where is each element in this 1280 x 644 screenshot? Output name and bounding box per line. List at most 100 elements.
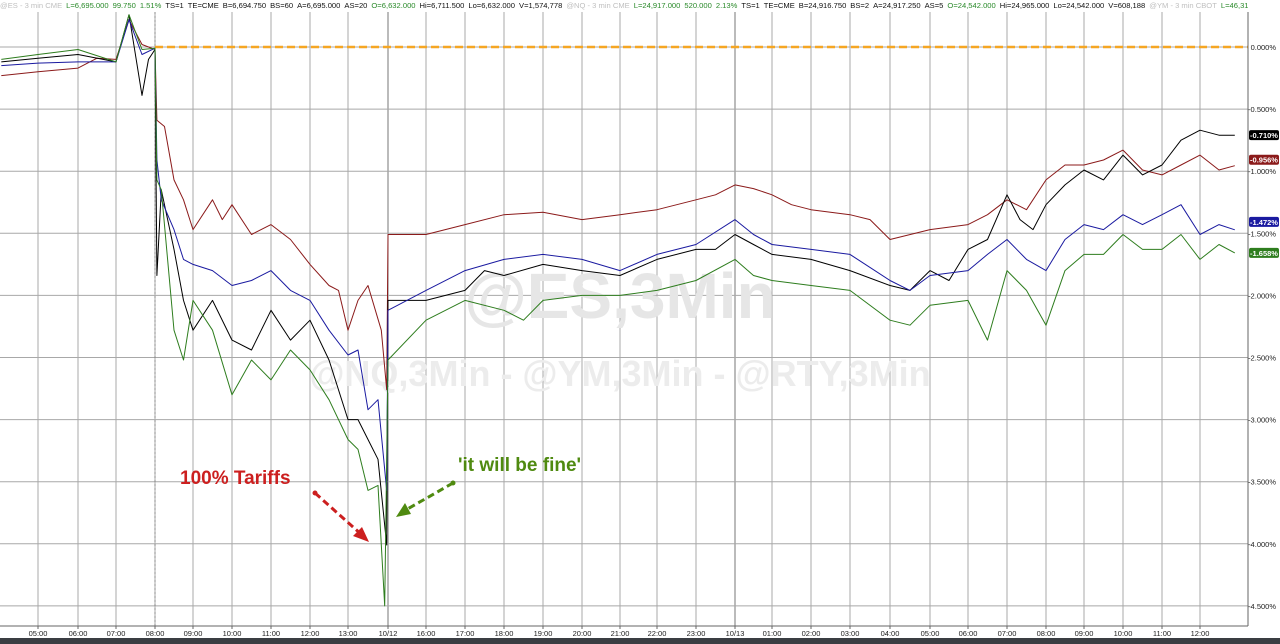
fine-arrow-dot <box>450 480 456 486</box>
x-tick-label: 23:00 <box>687 629 706 638</box>
last-value-badge <box>1249 216 1279 227</box>
header-field: 2.13% <box>715 1 738 10</box>
header-field: AS=20 <box>344 1 368 10</box>
y-tick-label: -0.500% <box>1248 105 1276 114</box>
tariffs-arrow <box>314 491 363 537</box>
x-tick-label: 09:00 <box>1075 629 1094 638</box>
header-field: TS=1 <box>741 1 760 10</box>
x-tick-label: 21:00 <box>611 629 630 638</box>
header-field: TE=CME <box>763 1 795 10</box>
annotation-tariffs: 100% Tariffs <box>180 468 291 489</box>
header-field: L=46,311.000 <box>1220 1 1248 10</box>
y-tick-label: -3.000% <box>1248 416 1276 425</box>
series-line-2 <box>1 19 1235 491</box>
x-axis: 05:00 06:00 07:00 08:00 09:00 10:00 11:00 12:00… <box>29 626 1210 638</box>
x-tick-label: 02:00 <box>802 629 821 638</box>
last-value-badges: -0.956% -0.710% -1.472% -1.658% <box>1249 130 1279 258</box>
x-tick-label: 10:00 <box>223 629 242 638</box>
header-field: @ES - 3 min CME <box>0 1 63 10</box>
series-line-1 <box>1 14 1235 546</box>
y-tick-label: 0.000% <box>1251 43 1277 52</box>
header-field: 520.000 <box>684 1 712 10</box>
y-axis: 0.000% -0.500% -1.000% -1.500% -2.000% -2.500… <box>1248 43 1276 611</box>
x-tick-label: 20:00 <box>573 629 592 638</box>
x-tick-label: 22:00 <box>648 629 667 638</box>
series-lines <box>1 14 1236 607</box>
y-tick-label: -4.000% <box>1248 540 1276 549</box>
last-value-label: -0.710% <box>1250 131 1278 140</box>
header-field: A=6,695.000 <box>297 1 341 10</box>
x-tick-label: 06:00 <box>69 629 88 638</box>
annotation-it-will-be-fine: 'it will be fine' <box>458 455 582 476</box>
header-field: 99.750 <box>112 1 136 10</box>
header-field: BS=2 <box>850 1 870 10</box>
header-field: BS=60 <box>270 1 294 10</box>
last-value-label: -1.472% <box>1250 218 1278 227</box>
x-tick-label: 05:00 <box>29 629 48 638</box>
x-tick-label: 11:00 <box>1153 629 1171 638</box>
fine-arrowhead <box>396 503 411 517</box>
x-tick-label: 01:00 <box>763 629 782 638</box>
last-value-label: -1.658% <box>1250 249 1278 258</box>
tariffs-arrow-dot <box>312 490 318 496</box>
annotation-arrows <box>312 480 456 542</box>
header-field: V=1,574,778 <box>519 1 563 10</box>
y-tick-label: -2.500% <box>1248 354 1276 363</box>
header-field: B=6,694.750 <box>222 1 267 10</box>
series-line-0 <box>1 19 1235 391</box>
y-tick-label: -3.500% <box>1248 478 1276 487</box>
fine-arrow <box>403 481 454 513</box>
x-tick-label: 12:00 <box>301 629 320 638</box>
last-value-badge <box>1249 154 1279 165</box>
x-tick-label: 03:00 <box>841 629 860 638</box>
header-field: O=6,632.000 <box>371 1 416 10</box>
x-tick-label: 19:00 <box>534 629 553 638</box>
x-tick-label: 11:00 <box>262 629 280 638</box>
header-field: B=24,916.750 <box>798 1 847 10</box>
tariffs-arrowhead <box>353 527 369 542</box>
y-tick-label: -1.000% <box>1248 167 1276 176</box>
x-tick-label: 10/12 <box>379 629 398 638</box>
x-tick-label: 05:00 <box>921 629 940 638</box>
bottom-scrollbar[interactable] <box>0 638 1280 644</box>
x-tick-label: 18:00 <box>495 629 514 638</box>
x-tick-label: 16:00 <box>417 629 436 638</box>
x-tick-label: 09:00 <box>184 629 203 638</box>
header-field: L=24,917.000 <box>633 1 681 10</box>
header-field: L=6,695.000 <box>66 1 109 10</box>
header-field: TS=1 <box>165 1 184 10</box>
x-tick-label: 12:00 <box>1191 629 1210 638</box>
y-tick-label: -1.500% <box>1248 229 1276 238</box>
header-field: Lo=6,632.000 <box>468 1 516 10</box>
y-tick-label: -2.000% <box>1248 291 1276 300</box>
x-tick-label: 07:00 <box>107 629 126 638</box>
last-value-badge <box>1249 130 1279 141</box>
x-tick-label: 13:00 <box>339 629 358 638</box>
watermark: @ES,3Min @NQ,3Min - @YM,3Min - @RTY,3Min <box>309 260 930 394</box>
y-tick-label: -4.500% <box>1248 602 1276 611</box>
x-tick-label: 10/13 <box>726 629 745 638</box>
last-value-badge <box>1249 247 1279 258</box>
watermark-line2: @NQ,3Min - @YM,3Min - @RTY,3Min <box>309 353 930 394</box>
header-field: AS=5 <box>924 1 944 10</box>
x-tick-label: 08:00 <box>1037 629 1056 638</box>
x-tick-label: 07:00 <box>998 629 1017 638</box>
header-field: TE=CME <box>187 1 219 10</box>
x-tick-label: 08:00 <box>146 629 165 638</box>
grid <box>0 12 1249 627</box>
header-field: @YM - 3 min CBOT <box>1149 1 1217 10</box>
header-field: Lo=24,542.000 <box>1053 1 1105 10</box>
x-tick-label: 06:00 <box>959 629 978 638</box>
header-field: V=608,188 <box>1108 1 1146 10</box>
x-tick-label: 10:00 <box>1114 629 1133 638</box>
header-field: Hi=24,965.000 <box>999 1 1050 10</box>
last-value-label: -0.956% <box>1250 156 1278 165</box>
x-tick-label: 17:00 <box>456 629 475 638</box>
header-field: 1.51% <box>139 1 162 10</box>
symbol-quote-header: @ES - 3 min CME L=6,695.000 99.750 1.51% TS=… <box>0 0 1248 12</box>
series-line-3 <box>1 14 1236 607</box>
header-field: A=24,917.250 <box>873 1 921 10</box>
x-tick-label: 04:00 <box>881 629 900 638</box>
header-field: Hi=6,711.500 <box>419 1 465 10</box>
